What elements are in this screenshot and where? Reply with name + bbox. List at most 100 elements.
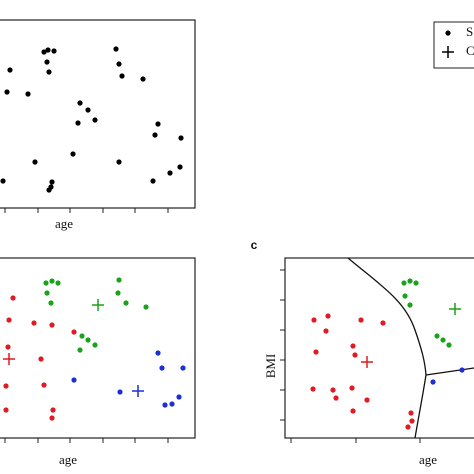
- point: [45, 47, 51, 53]
- point: [169, 401, 175, 407]
- cluster-boundary: [347, 257, 427, 439]
- point: [44, 59, 50, 65]
- point: [405, 424, 411, 430]
- point: [7, 67, 13, 73]
- panel-label: c: [251, 238, 258, 252]
- point: [4, 89, 10, 95]
- x-axis-label: age: [419, 452, 437, 467]
- point: [41, 382, 47, 388]
- point: [6, 317, 12, 323]
- point: [159, 365, 165, 371]
- point: [325, 313, 331, 319]
- point: [446, 342, 452, 348]
- point: [92, 117, 98, 123]
- point: [459, 367, 465, 373]
- point: [409, 418, 415, 424]
- point: [119, 73, 125, 79]
- point: [323, 328, 329, 334]
- point: [32, 159, 38, 165]
- point: [350, 343, 356, 349]
- point: [117, 389, 123, 395]
- panel-b-frame: [0, 257, 196, 439]
- point: [31, 320, 37, 326]
- point: [350, 408, 356, 414]
- point: [3, 407, 9, 413]
- point: [407, 302, 413, 308]
- point: [402, 293, 408, 299]
- point: [48, 300, 54, 306]
- point: [176, 394, 182, 400]
- point: [92, 342, 98, 348]
- x-axis-label: age: [59, 452, 77, 467]
- tick-marks: [4, 208, 421, 443]
- centroid: [92, 299, 104, 311]
- point: [71, 377, 77, 383]
- point: [75, 120, 81, 126]
- point: [310, 386, 316, 392]
- x-axis-label: age: [55, 216, 73, 231]
- point: [55, 280, 61, 286]
- centroid: [132, 385, 144, 397]
- point: [162, 402, 168, 408]
- point: [358, 317, 364, 323]
- point: [10, 295, 16, 301]
- panel-c-frame: [284, 257, 474, 439]
- point: [71, 329, 77, 335]
- point: [150, 178, 156, 184]
- point: [155, 121, 161, 127]
- legend-label: S: [466, 24, 473, 39]
- legend-marker: [442, 46, 454, 58]
- point: [330, 387, 336, 393]
- centroid: [449, 303, 461, 315]
- point: [38, 356, 44, 362]
- point: [352, 352, 358, 358]
- point: [143, 304, 149, 310]
- cluster-boundary: [425, 367, 474, 376]
- point: [413, 280, 419, 286]
- point: [333, 395, 339, 401]
- point: [49, 179, 55, 185]
- point: [85, 107, 91, 113]
- y-axis-label: BMI: [263, 354, 278, 379]
- point: [43, 280, 49, 286]
- legend-label: C: [466, 43, 474, 58]
- point: [77, 347, 83, 353]
- point: [434, 333, 440, 339]
- point: [41, 49, 47, 55]
- point: [313, 349, 319, 355]
- point: [113, 46, 119, 52]
- point: [140, 76, 146, 82]
- point: [116, 277, 122, 283]
- centroid: [361, 356, 373, 368]
- point: [5, 344, 11, 350]
- point: [85, 337, 91, 343]
- panel-a-frame: [0, 19, 196, 209]
- legend-marker: [445, 30, 451, 36]
- point: [49, 278, 55, 284]
- point: [407, 278, 413, 284]
- legend-box: [433, 21, 474, 69]
- point: [116, 61, 122, 67]
- point: [177, 164, 183, 170]
- point: [380, 320, 386, 326]
- point: [364, 397, 370, 403]
- point: [3, 383, 9, 389]
- point: [46, 69, 52, 75]
- point: [349, 385, 355, 391]
- point: [0, 178, 6, 184]
- point: [178, 135, 184, 141]
- point: [49, 415, 55, 421]
- point: [440, 337, 446, 343]
- point: [401, 280, 407, 286]
- point: [49, 322, 55, 328]
- point: [46, 187, 52, 193]
- point: [115, 290, 121, 296]
- point: [51, 48, 57, 54]
- point: [50, 407, 56, 413]
- point: [408, 410, 414, 416]
- point: [152, 132, 158, 138]
- point: [123, 300, 129, 306]
- point: [77, 100, 83, 106]
- point: [44, 290, 50, 296]
